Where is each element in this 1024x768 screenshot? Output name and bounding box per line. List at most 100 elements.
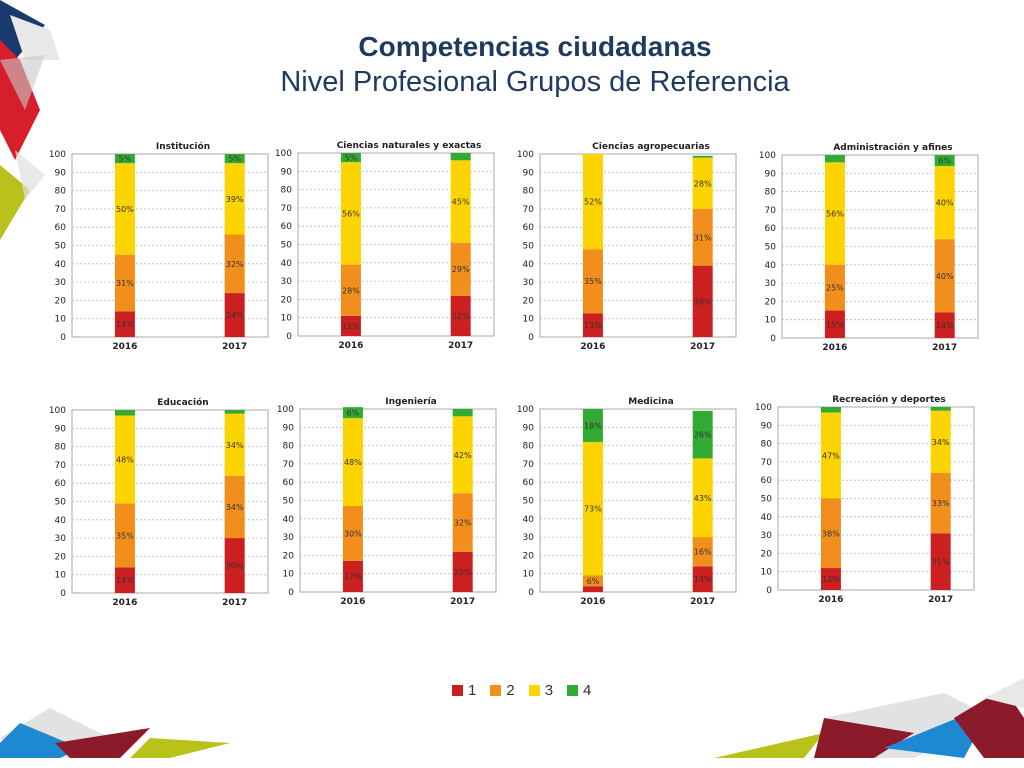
- y-tick-label: 40: [765, 261, 777, 271]
- data-label: 34%: [226, 441, 244, 450]
- data-label: 14%: [116, 576, 134, 585]
- x-tick-label: 2016: [818, 595, 843, 605]
- bar-segment: [114, 415, 135, 504]
- y-tick-label: 100: [759, 151, 776, 161]
- data-label: 6%: [347, 409, 360, 418]
- bar-segment: [582, 441, 603, 576]
- y-tick-label: 50: [281, 241, 293, 251]
- bar-segment: [224, 234, 245, 294]
- x-tick-label: 2017: [690, 597, 715, 607]
- x-tick-label: 2016: [580, 342, 605, 352]
- data-label: 6%: [938, 156, 951, 165]
- bar-segment: [114, 503, 135, 568]
- data-label: 56%: [342, 209, 360, 218]
- bar-segment: [114, 163, 135, 255]
- chart-title: Medicina: [628, 397, 674, 407]
- y-tick-label: 10: [283, 570, 295, 580]
- bar-segment: [114, 154, 135, 164]
- y-tick-label: 50: [761, 495, 773, 505]
- y-tick-label: 50: [765, 243, 777, 253]
- data-label: 5%: [345, 154, 358, 163]
- y-tick-label: 50: [55, 498, 67, 508]
- data-label: 22%: [454, 568, 472, 577]
- bar-segment: [452, 409, 473, 417]
- y-tick-label: 70: [55, 205, 67, 215]
- bar-segment: [452, 416, 473, 494]
- data-label: 28%: [694, 179, 712, 188]
- y-tick-label: 20: [55, 552, 67, 562]
- data-label: 11%: [342, 322, 360, 331]
- bar-segment: [114, 567, 135, 593]
- y-tick-label: 0: [528, 588, 534, 598]
- y-tick-label: 40: [55, 260, 67, 270]
- y-tick-label: 30: [55, 534, 67, 544]
- bar-segment: [692, 155, 713, 158]
- y-tick-label: 10: [523, 315, 535, 325]
- bar-segment: [224, 163, 245, 235]
- bar-segment: [820, 498, 841, 569]
- data-label: 35%: [584, 277, 602, 286]
- y-tick-label: 100: [49, 406, 66, 416]
- data-label: 50%: [116, 205, 134, 214]
- y-tick-label: 40: [55, 516, 67, 526]
- bar-segment: [582, 586, 603, 592]
- data-label: 31%: [116, 279, 134, 288]
- chart-svg: 0 10 20 30 40 50 60 70 80 90 100 6% 73% 18% 2016 14% 16%…: [517, 405, 737, 607]
- bar-segment: [224, 413, 245, 476]
- data-label: 45%: [452, 197, 470, 206]
- y-tick-label: 90: [281, 167, 293, 177]
- slide-subtitle: Nivel Profesional Grupos de Referencia: [280, 66, 790, 98]
- y-tick-label: 60: [281, 222, 293, 232]
- y-tick-label: 0: [770, 334, 776, 344]
- data-label: 15%: [826, 320, 844, 329]
- bar-segment: [342, 418, 363, 506]
- y-tick-label: 80: [523, 442, 535, 452]
- y-tick-label: 60: [55, 223, 67, 233]
- y-tick-label: 70: [523, 460, 535, 470]
- x-tick-label: 2016: [340, 597, 365, 607]
- y-tick-label: 20: [765, 297, 777, 307]
- data-label: 48%: [116, 455, 134, 464]
- data-label: 17%: [344, 572, 362, 581]
- y-tick-label: 30: [761, 531, 773, 541]
- legend-swatch: [452, 684, 463, 696]
- chart-3: Ciencias agropecuarias 0 10 20 30 40 50 60 70 80…: [508, 140, 738, 355]
- bar-segment: [340, 153, 361, 163]
- bar-segment: [820, 412, 841, 499]
- y-tick-label: 70: [281, 204, 293, 214]
- y-tick-label: 0: [528, 333, 534, 343]
- chart-svg: 0 10 20 30 40 50 60 70 80 90 100 14% 35% 48% 2016 30% 34…: [49, 406, 269, 608]
- bar-segment: [820, 568, 841, 590]
- data-label: 42%: [454, 451, 472, 460]
- y-tick-label: 0: [60, 333, 66, 343]
- x-tick-label: 2016: [112, 342, 137, 352]
- y-tick-label: 90: [765, 169, 777, 179]
- chart-title: Ciencias agropecuarias: [592, 142, 710, 152]
- chart-svg: 0 10 20 30 40 50 60 70 80 90 100 12% 38% 47% 2016 31% 33…: [755, 403, 975, 605]
- bar-segment: [692, 458, 713, 538]
- slide-title: Competencias ciudadanas: [358, 31, 712, 62]
- y-tick-label: 10: [761, 568, 773, 578]
- bar-segment: [114, 410, 135, 416]
- data-label: 47%: [822, 451, 840, 460]
- data-label: 34%: [932, 438, 950, 447]
- data-label: 34%: [226, 503, 244, 512]
- bar-segment: [930, 410, 951, 473]
- y-tick-label: 80: [761, 440, 773, 450]
- bar-segment: [114, 311, 135, 337]
- bar-segment: [224, 154, 245, 164]
- legend-label: 1: [468, 681, 477, 699]
- chart-svg: 0 10 20 30 40 50 60 70 80 90 100 14% 31% 50% 5% 2016 24%…: [49, 150, 269, 352]
- data-label: 39%: [226, 195, 244, 204]
- data-label: 5%: [228, 155, 241, 164]
- y-tick-label: 40: [283, 515, 295, 525]
- chart-8: Recreación y deportes 0 10 20 30 40 50 60 70 80 9…: [746, 393, 976, 608]
- y-tick-label: 0: [288, 588, 294, 598]
- bottom-right-decoration: [714, 678, 1024, 758]
- bar-segment: [450, 160, 471, 243]
- y-tick-label: 90: [761, 421, 773, 431]
- y-tick-label: 60: [765, 224, 777, 234]
- data-label: 24%: [226, 311, 244, 320]
- y-tick-label: 50: [283, 497, 295, 507]
- y-tick-label: 10: [55, 571, 67, 581]
